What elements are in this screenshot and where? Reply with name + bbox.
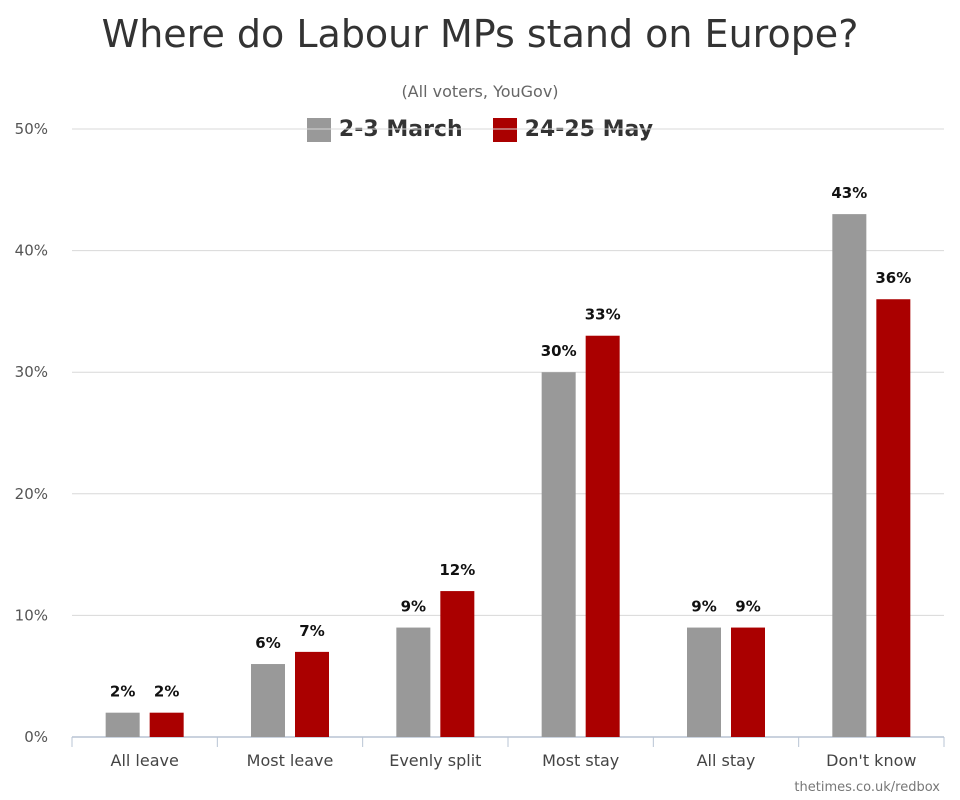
- chart-title: Where do Labour MPs stand on Europe?: [101, 12, 859, 56]
- data-label: 36%: [875, 269, 911, 287]
- x-tick-label: Evenly split: [389, 751, 481, 770]
- bar[interactable]: [832, 214, 867, 737]
- data-label: 2%: [110, 683, 135, 701]
- y-tick-label: 20%: [15, 485, 48, 503]
- y-tick-label: 10%: [15, 606, 48, 624]
- bar[interactable]: [585, 335, 620, 737]
- bar[interactable]: [295, 651, 329, 737]
- bar[interactable]: [731, 627, 765, 737]
- data-label: 33%: [585, 306, 621, 324]
- bar[interactable]: [876, 299, 911, 737]
- bar[interactable]: [149, 712, 184, 737]
- data-label: 9%: [691, 598, 716, 616]
- bar[interactable]: [687, 627, 721, 737]
- bar[interactable]: [541, 372, 576, 737]
- data-label: 9%: [735, 598, 760, 616]
- bar[interactable]: [396, 627, 431, 737]
- data-label: 12%: [439, 561, 475, 579]
- data-label: 6%: [255, 634, 280, 652]
- y-tick-label: 50%: [15, 120, 48, 138]
- y-tick-label: 30%: [15, 363, 48, 381]
- x-tick-label: Don't know: [826, 751, 916, 770]
- source-credit[interactable]: thetimes.co.uk/redbox: [794, 780, 940, 795]
- y-tick-label: 0%: [24, 728, 48, 746]
- x-tick-label: All leave: [111, 751, 179, 770]
- x-tick-label: Most stay: [542, 751, 619, 770]
- y-tick-label: 40%: [15, 242, 48, 260]
- bar[interactable]: [105, 712, 140, 737]
- data-label: 2%: [154, 683, 179, 701]
- x-tick-label: All stay: [697, 751, 756, 770]
- data-label: 30%: [541, 342, 577, 360]
- bar[interactable]: [440, 591, 475, 737]
- x-tick-label: Most leave: [247, 751, 334, 770]
- data-label: 9%: [401, 598, 426, 616]
- bar[interactable]: [251, 664, 285, 737]
- data-label: 7%: [299, 622, 324, 640]
- data-label: 43%: [831, 184, 867, 202]
- chart-subtitle: (All voters, YouGov): [401, 82, 559, 101]
